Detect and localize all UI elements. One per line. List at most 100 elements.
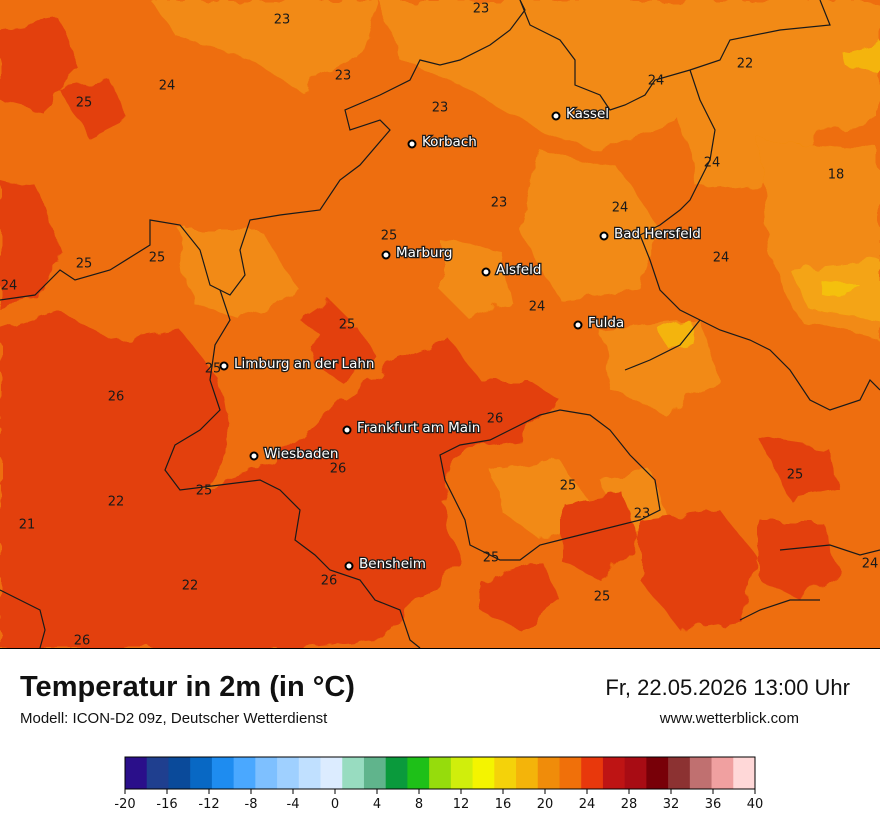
map-title: Temperatur in 2m (in °C): [20, 671, 355, 703]
city-dot: [551, 111, 561, 121]
city-label: Bad Hersfeld: [614, 226, 701, 242]
city-label: Korbach: [422, 134, 477, 150]
model-info: Modell: ICON-D2 09z, Deutscher Wetterdie…: [20, 710, 328, 727]
city-label: Limburg an der Lahn: [234, 356, 374, 372]
city-label: Alsfeld: [496, 262, 541, 278]
temperature-value-label: 26: [108, 390, 125, 405]
legend-swatch: [602, 757, 626, 789]
temperature-value-label: 24: [529, 300, 546, 315]
city-dot: [381, 250, 391, 260]
temperature-value-label: 23: [432, 101, 449, 116]
legend-tick-label: -16: [156, 797, 177, 812]
legend-tick-label: 8: [415, 797, 423, 812]
color-legend: -20 -16 -12 -8 -4 0 4 8 12 16 20 24 28 32 36 40: [114, 756, 764, 812]
legend-swatch: [168, 757, 191, 789]
city-label: Wiesbaden: [264, 446, 338, 462]
legend-tick-label: -20: [114, 797, 135, 812]
temperature-value-label: 24: [713, 251, 730, 266]
legend-swatch: [277, 757, 300, 789]
temperature-value-label: 24: [159, 79, 176, 94]
legend-swatch: [233, 757, 256, 789]
legend-swatch: [385, 757, 408, 789]
city-label: Fulda: [588, 315, 624, 331]
temperature-value-label: 22: [182, 579, 199, 594]
legend-swatch: [342, 757, 365, 789]
city-dot: [599, 231, 609, 241]
temperature-value-label: 23: [274, 13, 291, 28]
temperature-value-label: 26: [330, 462, 347, 477]
legend-swatch: [494, 757, 517, 789]
temperature-map: 23 23 24 25 23 23 22 24 23 24 25 25 25 24 24 18 24 24 25 25…: [0, 0, 880, 649]
legend-swatch: [363, 757, 387, 789]
temperature-value-label: 25: [196, 484, 213, 499]
legend-swatch: [516, 757, 539, 789]
temperature-value-label: 23: [473, 2, 490, 17]
city-marker: Limburg an der Lahn: [219, 355, 376, 373]
map-footer: Temperatur in 2m (in °C) Modell: ICON-D2…: [0, 649, 880, 830]
legend-swatch: [429, 757, 452, 789]
temperature-zones: [0, 0, 880, 648]
legend-tick-label: 24: [579, 797, 596, 812]
temperature-value-label: 18: [828, 168, 845, 183]
city-marker: Alsfeld: [481, 261, 543, 279]
temperature-value-label: 24: [862, 557, 879, 572]
legend-swatch: [190, 757, 213, 789]
temperature-value-label: 22: [108, 495, 125, 510]
temperature-value-label: 23: [634, 507, 651, 522]
city-marker: Kassel: [551, 105, 610, 123]
legend-swatch: [125, 757, 148, 789]
city-label: Kassel: [566, 106, 609, 122]
city-dot: [407, 139, 417, 149]
legend-swatch: [450, 757, 474, 789]
temperature-value-label: 25: [787, 468, 804, 483]
legend-tick-label: -8: [245, 797, 258, 812]
legend-swatch: [255, 757, 278, 789]
legend-frame: [124, 756, 756, 790]
legend-swatch: [407, 757, 430, 789]
temperature-value-label: 24: [704, 156, 721, 171]
city-dot: [342, 425, 352, 435]
legend-tick-label: 16: [495, 797, 512, 812]
legend-tick-label: 36: [705, 797, 722, 812]
state-borders: [0, 0, 880, 648]
legend-swatch: [472, 757, 495, 789]
temperature-value-label: 25: [149, 251, 166, 266]
city-dot: [249, 451, 259, 461]
temperature-value-label: 25: [560, 479, 577, 494]
legend-swatch: [559, 757, 582, 789]
legend-swatch: [298, 757, 322, 789]
city-marker: Fulda: [573, 314, 625, 332]
legend-swatch: [689, 757, 713, 789]
legend-swatch: [581, 757, 604, 789]
legend-swatch: [537, 757, 560, 789]
legend-swatch: [146, 757, 169, 789]
map-canvas: 23 23 24 25 23 23 22 24 23 24 25 25 25 24 24 18 24 24 25 25…: [0, 0, 880, 648]
legend-tick-label: 28: [621, 797, 638, 812]
temperature-value-label: 25: [205, 362, 222, 377]
legend-tick-label: 12: [453, 797, 470, 812]
legend-swatch: [624, 757, 647, 789]
legend-tick-label: 40: [747, 797, 764, 812]
legend-tick-label: 0: [331, 797, 339, 812]
temperature-value-label: 25: [381, 229, 398, 244]
city-marker: Korbach: [407, 133, 478, 151]
legend-swatch: [211, 757, 235, 789]
city-marker: Marburg: [381, 244, 454, 262]
forecast-datetime: Fr, 22.05.2026 13:00 Uhr: [605, 675, 850, 700]
legend-swatch: [733, 757, 756, 789]
legend-tick-label: 4: [373, 797, 381, 812]
legend-tick-label: 20: [537, 797, 554, 812]
temperature-value-label: 23: [335, 69, 352, 84]
temperature-value-label: 24: [612, 201, 629, 216]
temperature-value-label: 26: [487, 412, 504, 427]
temperature-value-label: 22: [737, 57, 754, 72]
temperature-value-label: 26: [74, 634, 91, 649]
legend-tick-label: -4: [287, 797, 300, 812]
temperature-value-label: 25: [594, 590, 611, 605]
website-link[interactable]: www.wetterblick.com: [659, 710, 799, 727]
city-label: Bensheim: [359, 556, 426, 572]
city-dot: [344, 561, 354, 571]
temperature-value-label: 23: [491, 196, 508, 211]
temperature-value-label: 26: [321, 574, 338, 589]
city-marker: Frankfurt am Main: [342, 419, 482, 437]
